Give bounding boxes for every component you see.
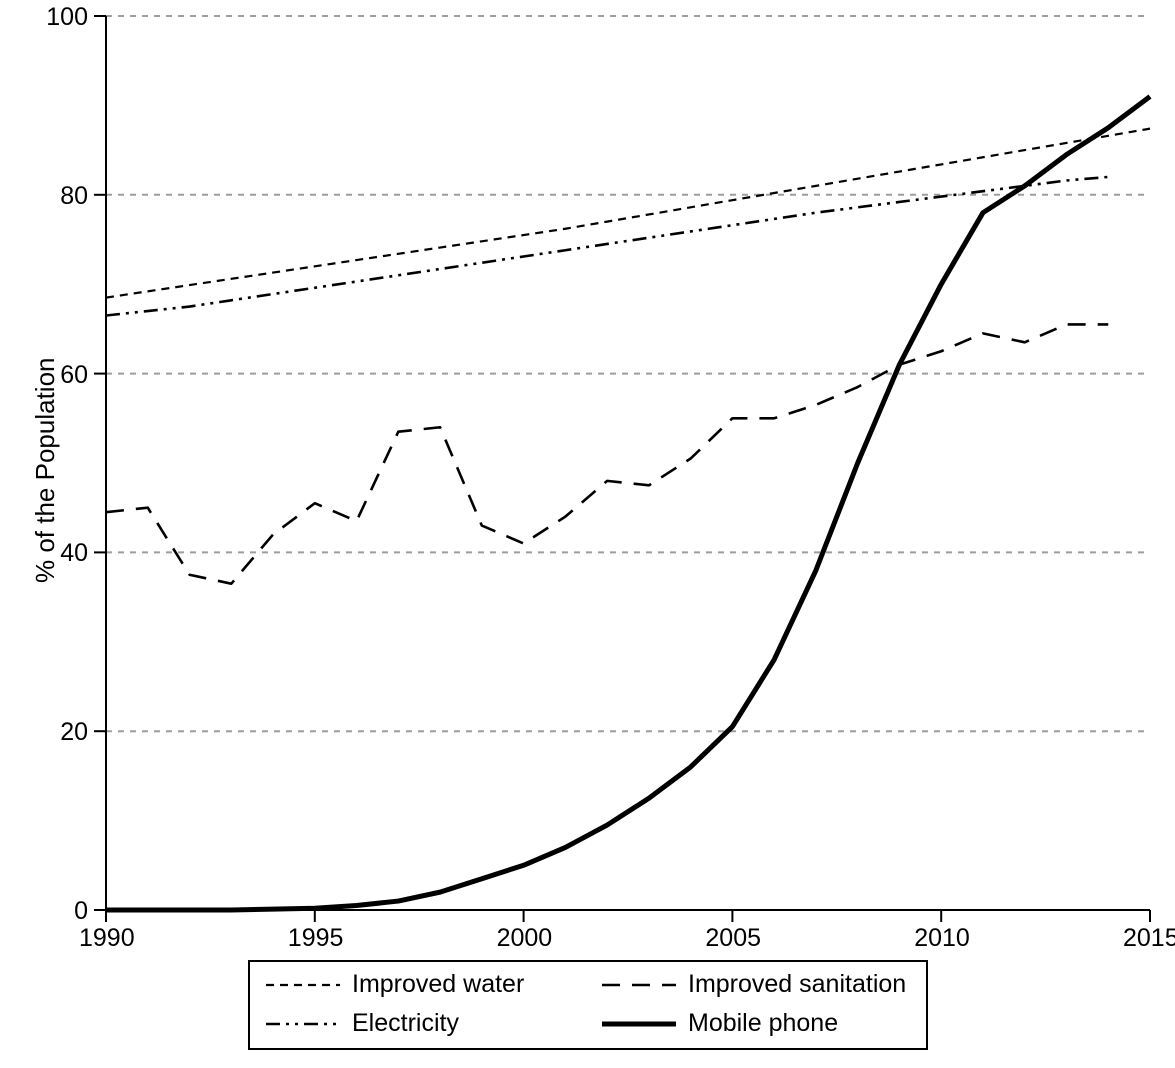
x-tick-label: 1990 bbox=[79, 924, 135, 953]
legend: Improved water Improved sanitation Electri… bbox=[248, 960, 928, 1050]
legend-swatch bbox=[600, 1014, 678, 1034]
y-axis-label: % of the Population bbox=[30, 358, 61, 584]
chart-root: 0 20 40 60 80 100 1990 1995 2000 2005 2010 2015 % of… bbox=[0, 0, 1175, 1063]
x-tick-label: 2015 bbox=[1123, 924, 1175, 953]
y-tick-label: 60 bbox=[60, 361, 88, 390]
legend-item: Improved sanitation bbox=[600, 970, 912, 999]
y-tick-label: 40 bbox=[60, 539, 88, 568]
x-tick-label: 2000 bbox=[497, 924, 553, 953]
y-tick-label: 20 bbox=[60, 718, 88, 747]
legend-swatch bbox=[600, 975, 678, 995]
legend-swatch bbox=[264, 1014, 342, 1034]
legend-item: Improved water bbox=[264, 970, 576, 999]
legend-label: Electricity bbox=[352, 1009, 459, 1038]
y-tick-label: 100 bbox=[46, 3, 88, 32]
y-tick-label: 0 bbox=[74, 897, 88, 926]
legend-item: Mobile phone bbox=[600, 1009, 912, 1038]
legend-label: Improved water bbox=[352, 970, 524, 999]
legend-swatch bbox=[264, 975, 342, 995]
x-tick-label: 2005 bbox=[705, 924, 761, 953]
legend-label: Mobile phone bbox=[688, 1009, 838, 1038]
y-tick-label: 80 bbox=[60, 182, 88, 211]
x-tick-label: 1995 bbox=[288, 924, 344, 953]
x-tick-label: 2010 bbox=[914, 924, 970, 953]
legend-label: Improved sanitation bbox=[688, 970, 906, 999]
legend-item: Electricity bbox=[264, 1009, 576, 1038]
chart-svg bbox=[0, 0, 1175, 1063]
